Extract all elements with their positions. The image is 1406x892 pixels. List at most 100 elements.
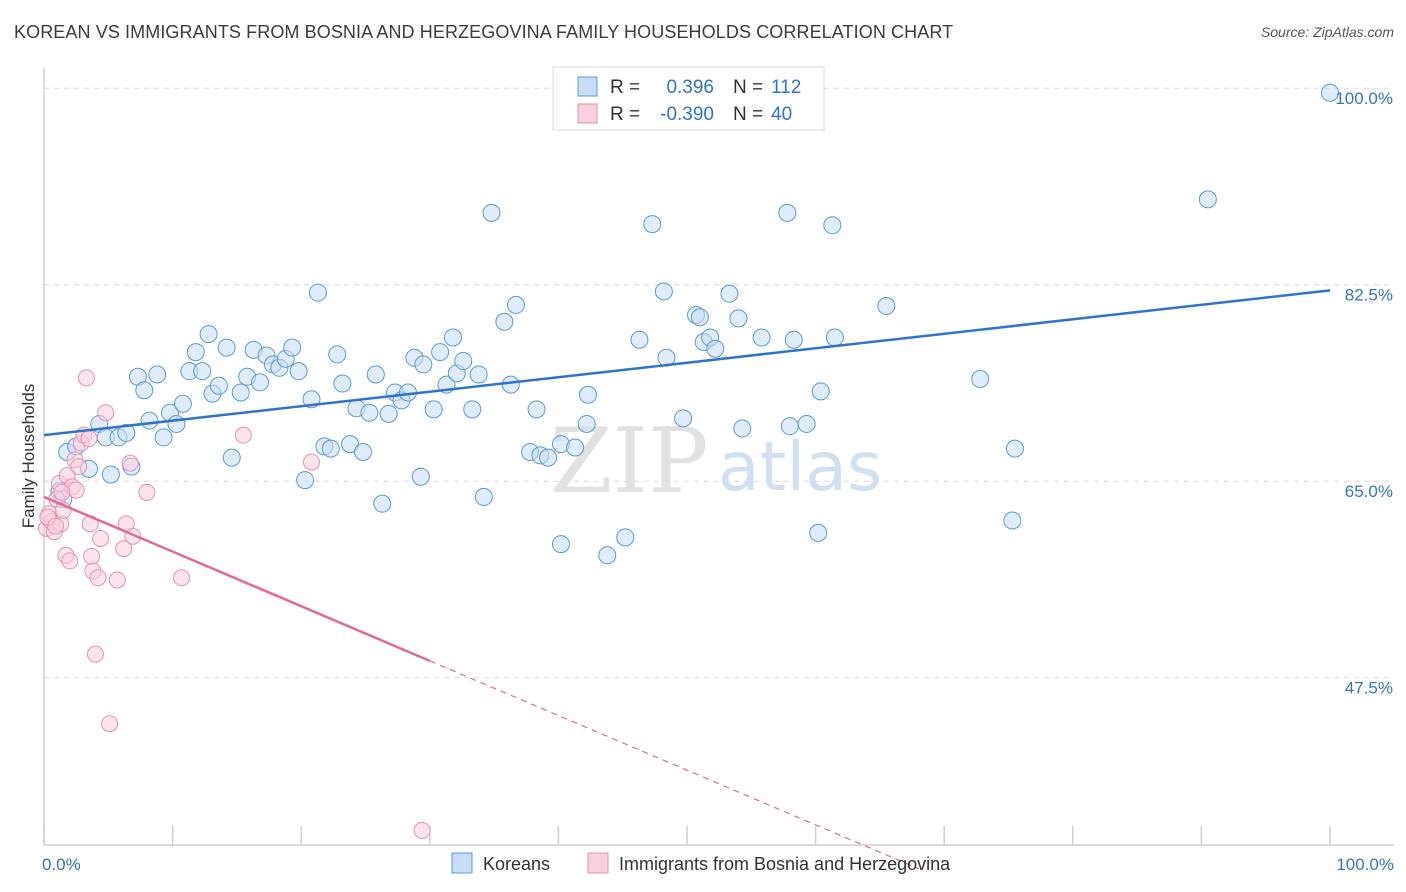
point-bosnia [86,645,104,663]
point-koreans [373,494,392,513]
y-tick-label: 47.5% [1345,679,1393,698]
point-koreans [630,330,649,349]
point-koreans [193,362,212,381]
point-koreans [482,203,501,222]
y-tick-label: 65.0% [1345,482,1393,501]
point-koreans [877,297,896,316]
point-koreans [578,385,597,404]
point-bosnia [92,529,110,547]
point-koreans [463,400,482,419]
point-bosnia [80,430,98,448]
legend-swatch-koreans [577,76,598,97]
point-koreans [411,467,430,486]
point-koreans [148,365,167,384]
series-swatch-koreans [451,852,473,874]
point-koreans [443,328,462,347]
point-bosnia [413,821,431,839]
point-koreans [797,414,816,433]
point-koreans [424,400,443,419]
point-koreans [366,365,385,384]
point-koreans [527,400,546,419]
legend-r-label-koreans: R = [610,77,640,98]
point-koreans [353,443,372,462]
point-koreans [217,338,236,357]
point-bosnia [115,540,133,558]
point-bosnia [173,569,191,587]
point-koreans [971,370,990,389]
point-koreans [222,448,241,467]
trend-lines [43,289,1331,870]
trend-line-koreans [43,289,1331,437]
point-koreans [154,428,173,447]
point-koreans [616,528,635,547]
legend-n-label-bosnia: N = [733,104,763,125]
point-koreans [117,423,136,442]
page-title: KOREAN VS IMMIGRANTS FROM BOSNIA AND HER… [14,22,954,42]
point-koreans [186,343,205,362]
point-koreans [199,325,218,344]
point-koreans [173,394,192,413]
point-koreans [321,439,340,458]
point-koreans [778,203,797,222]
point-koreans [431,343,450,362]
legend-r-value-bosnia: -0.390 [660,104,714,125]
point-koreans [809,523,828,542]
y-axis-label: Family Households [19,384,38,529]
point-koreans [566,438,585,457]
point-koreans [598,546,617,565]
point-koreans [360,403,379,422]
point-koreans [577,414,596,433]
point-bosnia [61,552,79,570]
y-tick-label: 82.5% [1345,286,1393,305]
point-koreans [825,328,844,347]
point-koreans [784,330,803,349]
watermark-atlas: atlas [718,428,882,507]
point-koreans [101,465,120,484]
point-koreans [752,328,771,347]
x-tick-marks [43,826,1331,845]
point-koreans [501,375,520,394]
point-bosnia [67,481,85,499]
point-bosnia [83,547,101,565]
trend-line-bosnia [43,495,431,663]
point-bosnia [302,453,320,471]
legend-r-value-koreans: 0.396 [666,77,714,98]
point-bosnia [138,483,156,501]
point-koreans [283,338,302,357]
point-koreans [333,374,352,393]
point-koreans [720,284,739,303]
point-koreans [690,308,709,327]
point-bosnia [89,569,107,587]
series-label-bosnia: Immigrants from Bosnia and Herzegovina [619,854,951,874]
point-bosnia [108,571,126,589]
point-koreans [296,471,315,490]
point-koreans [328,345,347,364]
point-koreans [1321,83,1339,102]
series-label-koreans: Koreans [483,854,550,874]
point-koreans [1005,439,1024,458]
point-koreans [674,409,693,428]
point-koreans [706,339,725,358]
point-koreans [379,404,398,423]
point-koreans [733,419,752,438]
series-legend: Koreans Immigrants from Bosnia and Herze… [451,852,951,874]
point-bosnia [234,426,252,444]
point-koreans [506,295,525,314]
x-tick-label-max: 100.0% [1336,855,1394,874]
point-koreans [551,535,570,554]
x-tick-label-min: 0.0% [42,855,81,874]
point-koreans [167,414,186,433]
point-bosnia [77,369,95,387]
point-bosnia [53,483,71,501]
point-koreans [135,381,154,400]
trend-line-bosnia-extension [429,660,919,870]
point-koreans [495,312,514,331]
y-tick-labels: 47.5% 65.0% 82.5% 100.0% [1335,89,1393,697]
series-swatch-bosnia [587,852,609,874]
point-koreans [251,373,270,392]
point-koreans [539,448,558,467]
point-koreans [140,411,159,430]
legend-box [552,66,825,131]
point-koreans [289,362,308,381]
